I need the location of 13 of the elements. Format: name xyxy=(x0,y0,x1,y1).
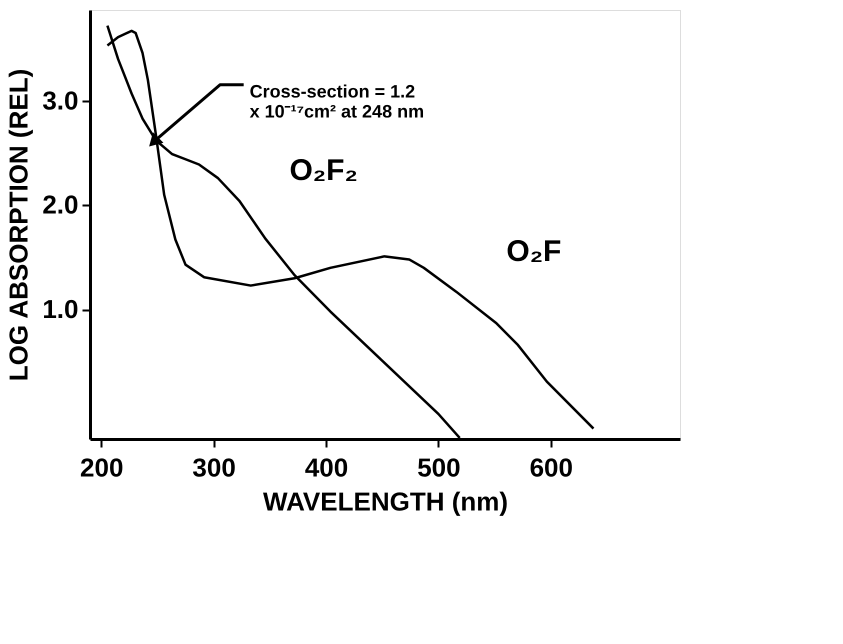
x-tick-label: 500 xyxy=(417,452,461,482)
y-tick-label: 1.0 xyxy=(42,294,78,324)
annotation: Cross-section = 1.2 x 10⁻¹⁷cm² at 248 nm xyxy=(250,82,424,122)
x-tick-label: 600 xyxy=(530,452,573,482)
y-tick-label: 2.0 xyxy=(42,190,78,220)
x-tick-label: 300 xyxy=(192,452,236,482)
x-tick-label: 200 xyxy=(80,452,124,482)
x-axis-title: WAVELENGTH (nm) xyxy=(262,486,508,516)
x-tick-label: 400 xyxy=(304,452,348,482)
y-axis-title: LOG ABSORPTION (REL) xyxy=(3,68,34,382)
y-tick-label: 3.0 xyxy=(42,85,78,116)
series-label: O₂F₂ xyxy=(289,154,358,188)
series-label: O₂F xyxy=(506,234,562,268)
